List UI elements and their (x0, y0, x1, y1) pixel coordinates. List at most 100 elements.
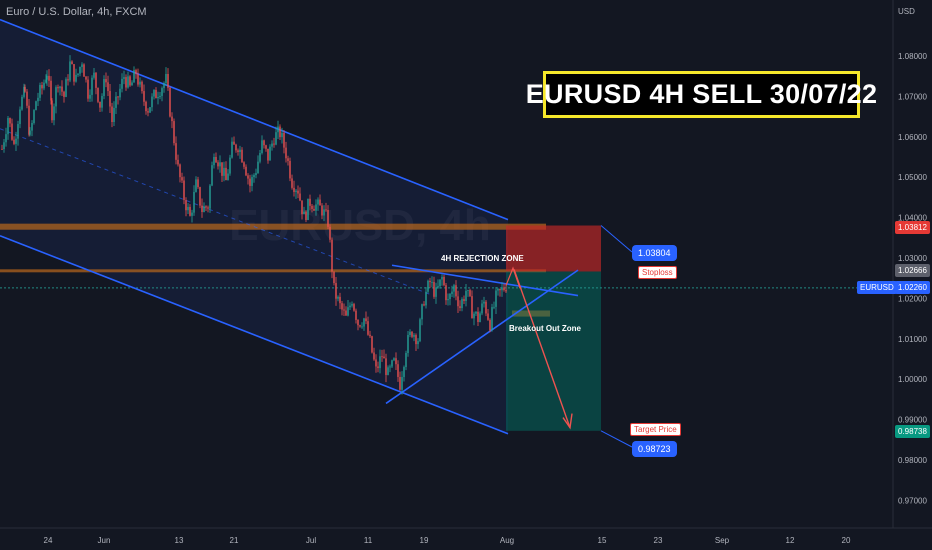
candle-body (93, 72, 95, 78)
price-axis[interactable]: 1.08000 1.07000 1.06000 1.05000 1.04000 1.030… (898, 52, 927, 505)
x-tick-label: 20 (842, 536, 851, 545)
candle-body (135, 70, 137, 74)
candle-body (351, 304, 353, 306)
candle-body (151, 96, 153, 108)
trade-position-areas (0, 225, 893, 431)
candle-body (61, 86, 63, 92)
x-tick-label: 24 (44, 536, 53, 545)
channel-line (0, 235, 509, 435)
candle-body (79, 66, 81, 74)
candle-body (211, 165, 213, 186)
candle-body (251, 177, 253, 186)
candle-body (195, 179, 197, 192)
candle-body (291, 178, 293, 188)
candle-body (403, 367, 405, 378)
price-axis-unit: USD (898, 7, 915, 16)
candle-body (219, 162, 221, 167)
candle-body (263, 140, 265, 146)
candle-body (26, 91, 28, 106)
candle-body (269, 146, 271, 161)
stop-price-label: 1.03812 (895, 221, 930, 234)
candle-body (421, 304, 423, 320)
candle-body (99, 101, 101, 108)
candle-body (103, 79, 105, 97)
candle-body (295, 190, 297, 192)
channel-midline (0, 128, 431, 295)
x-tick-label: 13 (175, 536, 184, 545)
candle-body (15, 138, 17, 144)
candle-body (221, 162, 223, 176)
candle-body (409, 331, 411, 336)
candle-body (205, 206, 207, 208)
candle-body (105, 79, 107, 83)
breakout-zone-label: Breakout Out Zone (509, 324, 582, 333)
candle-body (209, 185, 211, 209)
candle-body (157, 97, 159, 99)
candle-body (427, 280, 429, 292)
candle-body (265, 145, 267, 149)
candle-body (375, 359, 377, 367)
candle-body (95, 72, 97, 88)
candle-body (63, 91, 65, 97)
candle-body (161, 88, 163, 96)
candle-body (281, 132, 283, 138)
candle-body (435, 287, 437, 297)
candle-body (459, 306, 461, 309)
candle-body (217, 162, 219, 167)
candle-body (461, 299, 463, 309)
candle-body (43, 82, 45, 89)
candle-body (313, 208, 315, 211)
candle-body (189, 206, 191, 216)
candle-body (497, 288, 499, 291)
candle-body (203, 206, 205, 212)
candle-body (339, 296, 341, 304)
candle-body (85, 76, 87, 80)
support-resistance-zones (0, 223, 550, 317)
candle-body (199, 187, 201, 206)
y-tick-label: 1.04000 (898, 214, 927, 223)
candle-body (271, 143, 273, 147)
candle-body (207, 207, 209, 209)
candle-body (23, 86, 25, 97)
time-axis[interactable]: 24 Jun 13 21 Jul 11 19 Aug 15 23 Sep 12 20 (44, 536, 851, 545)
candle-body (381, 356, 383, 358)
candle-body (465, 290, 467, 302)
candle-body (163, 83, 165, 89)
target-callout-leader (600, 430, 633, 448)
candle-body (363, 318, 365, 327)
supply-zone-band (0, 223, 546, 230)
candle-body (147, 111, 149, 113)
symbol-info: Euro / U.S. Dollar, 4h, FXCM (6, 6, 147, 18)
candle-body (149, 107, 151, 113)
stop-loss-area (506, 225, 601, 272)
candle-body (75, 74, 77, 82)
target-value-callout: 0.98723 (632, 441, 677, 457)
candle-body (433, 282, 435, 297)
candle-body (159, 95, 161, 98)
candle-body (13, 139, 15, 144)
candle-body (379, 356, 381, 369)
candle-body (477, 311, 479, 322)
candle-body (139, 81, 141, 85)
candle-body (417, 341, 419, 345)
candle-body (301, 200, 303, 215)
candle-body (33, 110, 35, 124)
candle-body (7, 118, 9, 135)
candle-body (353, 304, 355, 311)
candle-body (369, 334, 371, 337)
candle-body (423, 304, 425, 306)
candle-body (447, 299, 449, 301)
candle-body (387, 367, 389, 375)
candle-body (365, 318, 367, 322)
candle-body (233, 141, 235, 145)
candle-body (503, 287, 505, 291)
candle-body (137, 73, 139, 85)
candle-body (87, 79, 89, 99)
candle-body (345, 310, 347, 316)
candle-body (183, 180, 185, 201)
candle-body (48, 75, 50, 81)
candle-body (489, 319, 491, 331)
candle-body (389, 366, 391, 368)
candle-body (373, 352, 375, 360)
